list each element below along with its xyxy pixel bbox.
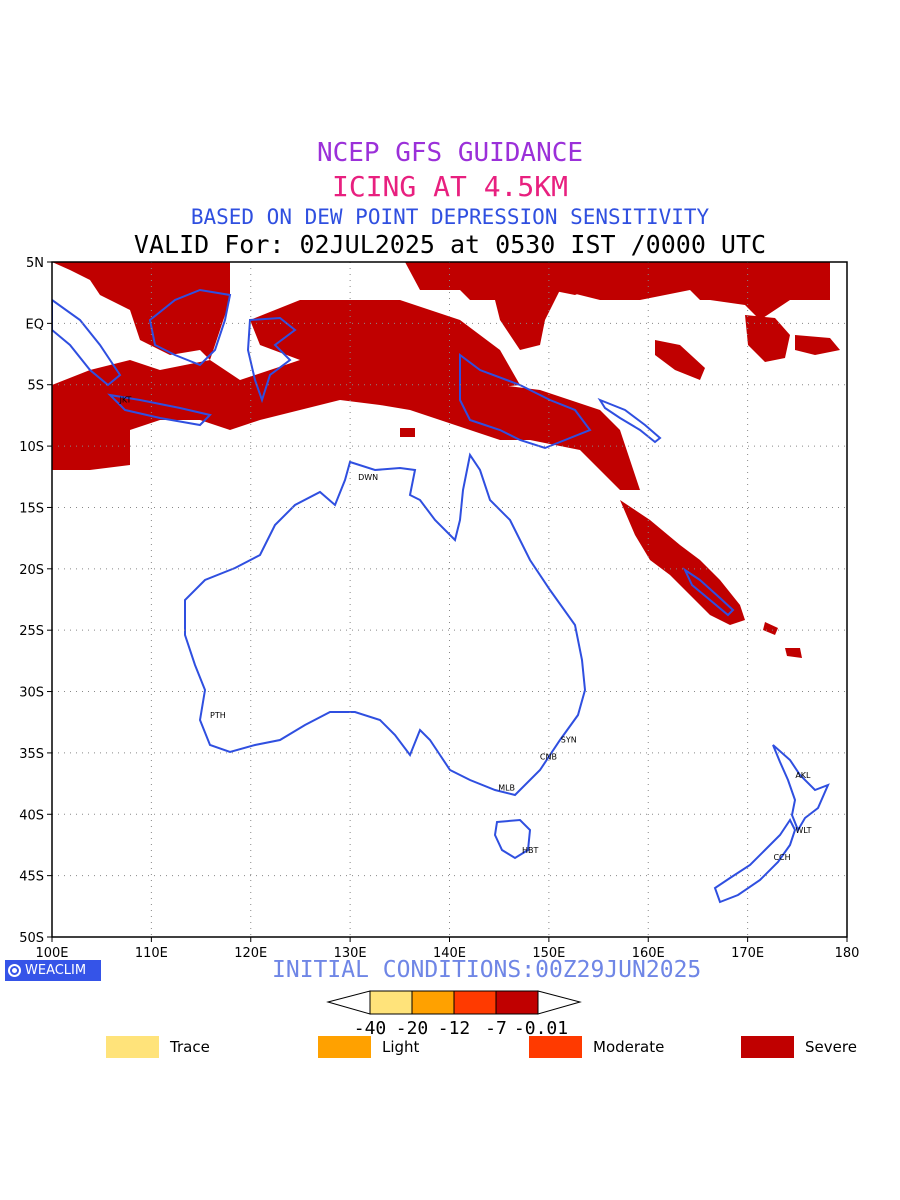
legend-item-trace: Trace <box>106 1036 210 1058</box>
australia-coast <box>184 452 587 797</box>
city-label-hbt: HBT <box>522 846 539 855</box>
city-label-jkt: JKT <box>119 395 132 404</box>
lat-tick-label: 5N <box>26 256 44 271</box>
tasmania-coast <box>493 818 532 860</box>
title-line-2: ICING AT 4.5KM <box>331 170 568 203</box>
colorbar-label-3: -12 <box>438 1018 471 1039</box>
lat-tick-label: 50S <box>19 931 44 946</box>
sumatra-coast <box>52 298 122 387</box>
lat-tick-label: EQ <box>26 317 44 332</box>
icing-map: 100E 110E 120E 130E 140E 150E 160E 170E 180 5N EQ 5… <box>19 256 859 960</box>
map-gridlines <box>52 262 847 937</box>
weaclim-logo: WEACLIM <box>5 960 101 981</box>
nz-south-island <box>713 818 797 904</box>
lon-tick-label: 100E <box>35 946 68 960</box>
lat-tick-label: 40S <box>19 808 44 823</box>
lon-tick-label: 120E <box>234 946 267 960</box>
valid-time-line: VALID For: 02JUL2025 at 0530 IST /0000 U… <box>133 230 767 259</box>
legend-item-moderate: Moderate <box>529 1036 664 1058</box>
lon-tick-label: 110E <box>135 946 168 960</box>
logo-circle-icon <box>8 964 21 977</box>
lon-tick-label: 160E <box>632 946 665 960</box>
colorbar-box-1 <box>369 990 413 1015</box>
colorbar-box-3 <box>453 990 497 1015</box>
java-coast <box>107 393 212 427</box>
logo-text: WEACLIM <box>25 963 87 978</box>
legend-label-trace: Trace <box>170 1038 210 1056</box>
borneo-coast <box>148 288 232 367</box>
lat-tick-label: 15S <box>19 501 44 516</box>
colorbar-right-arrow <box>537 990 582 1015</box>
colorbar-box-2 <box>411 990 455 1015</box>
coastlines <box>52 288 830 904</box>
city-label-cch: CCH <box>773 853 790 862</box>
lat-tick-label: 35S <box>19 747 44 762</box>
nz-north-island <box>772 744 830 833</box>
legend-item-severe: Severe <box>741 1036 857 1058</box>
icing-severe-areas <box>52 262 840 658</box>
city-labels: JKT DWN PTH SYN CNB MLB HBT AKL WLT CCH <box>119 395 812 862</box>
lon-tick-label: 180 <box>835 946 860 960</box>
lat-tick-label: 5S <box>27 379 44 394</box>
city-label-mlb: MLB <box>498 783 515 792</box>
city-label-pth: PTH <box>210 711 226 720</box>
axis-ticks: 100E 110E 120E 130E 140E 150E 160E 170E 180 5N EQ 5… <box>19 256 859 960</box>
city-label-dwn: DWN <box>358 473 378 482</box>
legend-swatch-trace <box>106 1036 159 1058</box>
legend-label-moderate: Moderate <box>593 1038 665 1056</box>
legend-swatch-light <box>318 1036 371 1058</box>
city-label-wlt: WLT <box>795 826 811 835</box>
new-caledonia-coast <box>682 567 735 617</box>
lon-tick-label: 140E <box>433 946 466 960</box>
legend-swatch-moderate <box>529 1036 582 1058</box>
legend-label-severe: Severe <box>805 1038 857 1056</box>
colorbar-left-arrow <box>326 990 371 1015</box>
sulawesi-coast <box>246 316 297 404</box>
colorbar-box-4 <box>495 990 539 1015</box>
title-line-1: NCEP GFS GUIDANCE <box>316 138 584 168</box>
city-label-cnb: CNB <box>540 753 557 762</box>
colorbar-label-4: -7 <box>485 1018 507 1039</box>
lat-tick-label: 10S <box>19 440 44 455</box>
legend-swatch-severe <box>741 1036 794 1058</box>
lat-tick-label: 30S <box>19 686 44 701</box>
legend-label-light: Light <box>382 1038 420 1056</box>
lat-tick-label: 25S <box>19 624 44 639</box>
title-line-3: BASED ON DEW POINT DEPRESSION SENSITIVIT… <box>190 205 710 229</box>
legend-item-light: Light <box>318 1036 419 1058</box>
solomon-islands <box>597 397 662 444</box>
initial-conditions: INITIAL CONDITIONS:00Z29JUN2025 <box>272 957 702 983</box>
city-label-syn: SYN <box>561 735 577 744</box>
lon-tick-label: 170E <box>731 946 764 960</box>
city-label-akl: AKL <box>795 771 811 780</box>
lat-tick-label: 45S <box>19 870 44 885</box>
lat-tick-label: 20S <box>19 563 44 578</box>
lon-tick-label: 150E <box>532 946 565 960</box>
lon-tick-label: 130E <box>334 946 367 960</box>
